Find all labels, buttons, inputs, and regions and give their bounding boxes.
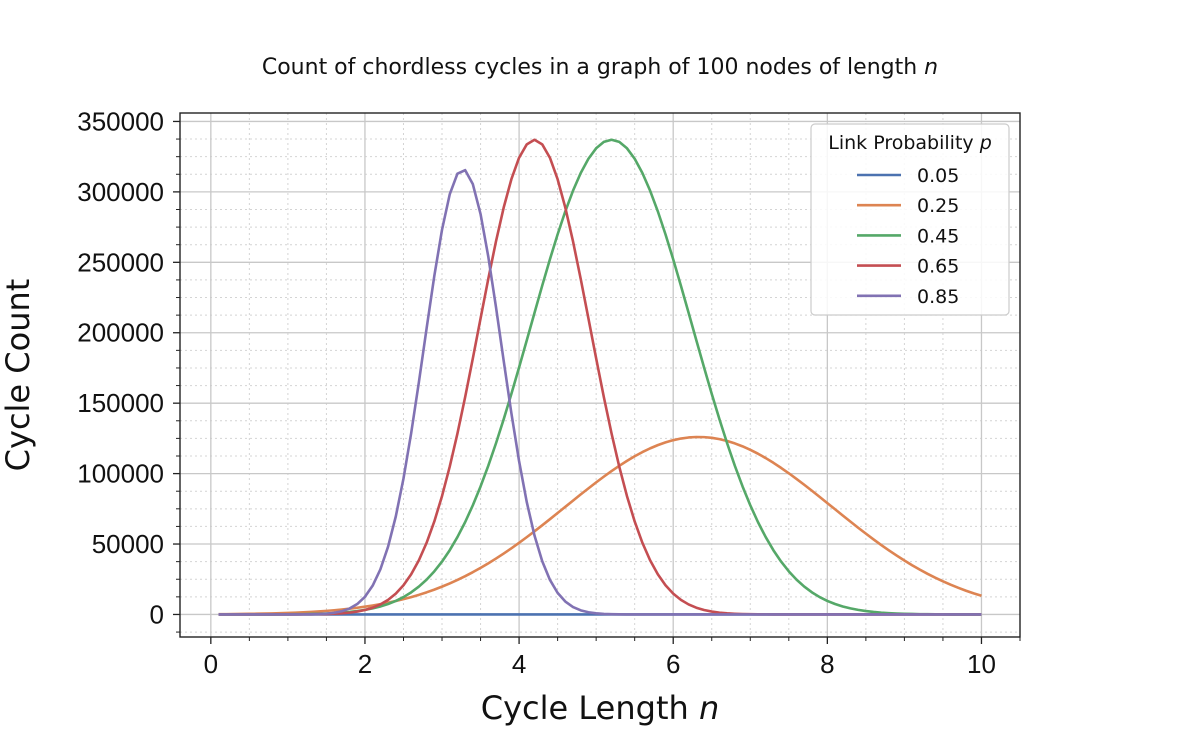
y-tick-label: 250000 <box>77 247 164 277</box>
legend-box <box>810 123 1010 316</box>
x-tick-label: 2 <box>358 649 372 679</box>
y-tick-label: 100000 <box>77 459 164 489</box>
series-line-0.25 <box>218 435 982 616</box>
series-line-0.85 <box>218 168 982 616</box>
y-axis-label: Cycle Count <box>0 279 37 472</box>
x-axis-label-prefix: Cycle Length <box>481 689 689 727</box>
legend-items: 0.05 0.25 0.45 0.65 0.85 <box>857 165 959 308</box>
y-tick-label: 50000 <box>92 529 164 559</box>
x-tick-label: 4 <box>512 649 526 679</box>
legend-title: Link Probability p <box>828 132 992 154</box>
legend-title-prefix: Link Probability <box>828 132 973 154</box>
y-tick-label: 300000 <box>77 177 164 207</box>
y-tick-label: 150000 <box>77 388 164 418</box>
x-axis-label: Cycle Length n <box>481 689 719 727</box>
chart-title-var: n <box>924 55 938 80</box>
y-tick-label: 0 <box>150 599 164 629</box>
legend-title-var: p <box>979 132 992 154</box>
legend-label-0.65: 0.65 <box>917 256 959 278</box>
legend-label-0.25: 0.25 <box>917 195 959 217</box>
y-tick-label: 350000 <box>77 106 164 136</box>
series-lines <box>218 138 982 616</box>
x-axis-label-var: n <box>699 689 719 727</box>
y-tick-label: 200000 <box>77 318 164 348</box>
legend-label-0.45: 0.45 <box>917 225 959 247</box>
chart-title-prefix: Count of chordless cycles in a graph of … <box>262 55 917 80</box>
x-tick-label: 0 <box>204 649 218 679</box>
x-tick-label: 10 <box>967 649 996 679</box>
legend-label-0.85: 0.85 <box>917 286 959 308</box>
axis-ticks: 0 2 4 6 8 10 0 50000 100000 150000 200000 250000 300… <box>77 106 1021 679</box>
legend-label-0.05: 0.05 <box>917 165 959 187</box>
chart-title: Count of chordless cycles in a graph of … <box>262 55 938 80</box>
plot-frame <box>179 112 1021 638</box>
legend: Link Probability p 0.05 0.25 0.45 0.65 0.85 <box>810 123 1010 316</box>
x-tick-label: 8 <box>820 649 834 679</box>
x-tick-label: 6 <box>666 649 680 679</box>
